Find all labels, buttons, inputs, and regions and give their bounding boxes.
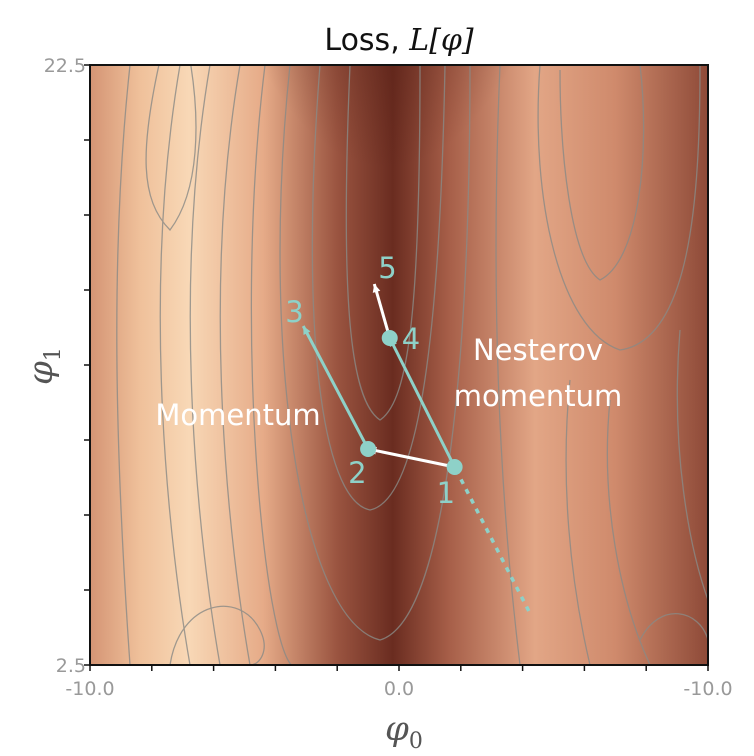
gradient-step-arrow-4-5-head [372, 284, 381, 293]
point-label-4: 4 [402, 322, 420, 356]
axes: -10.0 0.0 -10.02.522.5 [44, 55, 733, 700]
point-label-3: 3 [285, 295, 303, 329]
x-axis-label: φ0 [385, 709, 423, 754]
y-tick-label: 2.5 [56, 655, 86, 677]
momentum-label: Momentum [155, 398, 320, 432]
y-tick-label: 22.5 [44, 55, 86, 77]
heatmap [90, 65, 708, 665]
point-label-5: 5 [378, 251, 396, 285]
gradient-step-arrow-4-5 [372, 283, 392, 339]
chart-title: Loss, L[φ] [324, 23, 474, 58]
point-4-marker [381, 330, 398, 346]
x-tick-label: -10.0 [683, 678, 732, 700]
nesterov-step-arrow-1-4 [388, 337, 456, 468]
previous-direction-dashed-line [453, 466, 531, 612]
nesterov-label-line2: momentum [454, 379, 622, 413]
gradient-step-arrow-1-2 [367, 447, 455, 469]
momentum-step-arrow-2-3-head [303, 326, 311, 335]
point-label-2: 2 [348, 456, 366, 490]
nesterov-label-line1: Nesterov [473, 333, 603, 367]
point-label-1: 1 [437, 476, 455, 510]
x-tick-label: -10.0 [65, 678, 114, 700]
point-2-marker [360, 441, 377, 457]
momentum-step-arrow-2-3 [301, 325, 370, 450]
contour-lines [116, 65, 708, 665]
y-axis-label: φ1 [21, 347, 66, 385]
optimization-paths: 1 2 3 4 5 [285, 251, 531, 612]
x-tick-label: 0.0 [384, 678, 414, 700]
point-1-marker [446, 459, 463, 475]
